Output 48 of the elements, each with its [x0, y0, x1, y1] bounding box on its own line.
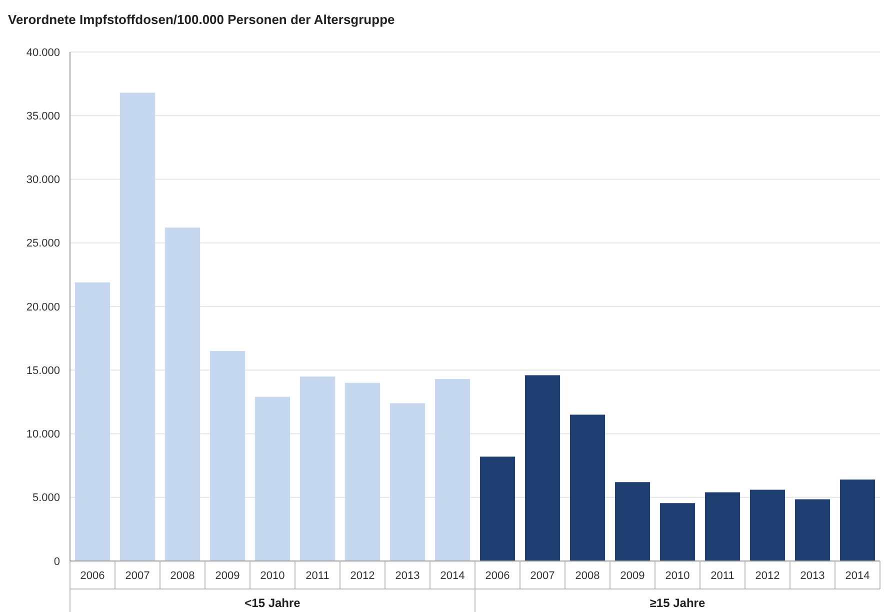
x-tick-label: 2012 [755, 570, 780, 582]
x-tick-label: 2013 [395, 570, 420, 582]
y-tick-label: 30.000 [26, 174, 60, 186]
bar [390, 403, 426, 561]
bar [120, 92, 156, 561]
chart-title: Verordnete Impfstoffdosen/100.000 Personen der Altersgruppe [8, 12, 395, 27]
bar [524, 375, 560, 561]
x-tick-label: 2008 [170, 570, 195, 582]
y-tick-label: 10.000 [26, 428, 60, 441]
bar [164, 228, 200, 561]
bar [254, 396, 290, 561]
bar [434, 379, 470, 561]
x-tick-label: 2008 [575, 570, 600, 582]
y-tick-label: 0 [54, 556, 60, 568]
bar [570, 414, 606, 561]
bar [480, 456, 516, 561]
bar [300, 376, 336, 561]
bar [794, 499, 830, 561]
bar [750, 490, 786, 561]
bar [840, 480, 876, 561]
y-tick-label: 25.000 [26, 238, 60, 250]
bar [614, 482, 650, 561]
bar [704, 492, 740, 561]
text: ≥15 Jahre [650, 596, 706, 610]
bar [74, 282, 110, 561]
x-tick-label: 2007 [125, 570, 150, 582]
x-tick-label: 2007 [530, 570, 555, 582]
x-tick-label: 2012 [350, 570, 375, 582]
bar [210, 351, 246, 561]
bar [344, 382, 380, 561]
y-tick-label: 15.000 [26, 364, 60, 377]
x-tick-label: 2006 [485, 570, 510, 582]
x-tick-label: 2014 [845, 570, 870, 582]
x-tick-label: 2009 [215, 570, 240, 582]
x-tick-label: 2013 [800, 570, 825, 582]
text: <15 Jahre [244, 596, 301, 610]
x-tick-label: 2010 [260, 570, 285, 582]
y-tick-label: 40.000 [26, 46, 60, 59]
x-tick-label: 2011 [306, 570, 330, 582]
y-tick-label: 5.000 [32, 492, 60, 504]
x-tick-label: 2010 [665, 570, 690, 582]
x-tick-label: 2014 [440, 570, 465, 582]
x-tick-label: 2011 [710, 570, 734, 582]
x-tick-label: 2006 [80, 570, 105, 582]
y-tick-label: 35.000 [26, 110, 60, 122]
bar [660, 503, 696, 561]
x-tick-label: 2009 [620, 570, 645, 582]
y-tick-label: 20.000 [26, 301, 60, 314]
